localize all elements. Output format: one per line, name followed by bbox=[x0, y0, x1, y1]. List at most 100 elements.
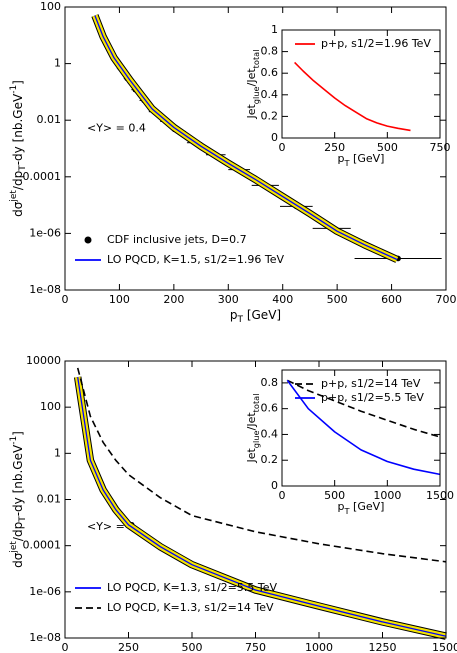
legend-label: LO PQCD, K=1.3, s1/2=14 TeV bbox=[107, 601, 274, 614]
curve bbox=[77, 377, 447, 637]
plot-frame bbox=[64, 6, 447, 291]
y-tick-label: 0.6 bbox=[261, 66, 279, 79]
x-tick-label: 500 bbox=[182, 641, 203, 653]
x-tick-label: 1500 bbox=[432, 641, 457, 653]
label-part: -1 bbox=[9, 85, 19, 94]
legend-label: LO PQCD, K=1.5, s1/2=1.96 TeV bbox=[107, 253, 285, 266]
axis-label: dσjet/dpT-dy [nb.GeV-1] bbox=[9, 80, 28, 217]
axis-label: Jetglue/Jettotal bbox=[245, 49, 261, 119]
legend-label: LO PQCD, K=1.3, s1/2=5.5 TeV bbox=[107, 581, 278, 594]
legend-marker bbox=[84, 236, 92, 244]
y-tick-label: 1 bbox=[271, 23, 278, 36]
x-tick-label: 250 bbox=[118, 641, 139, 653]
y-tick-label: 1e-06 bbox=[29, 585, 61, 598]
inset-background bbox=[282, 370, 440, 486]
y-tick-label: 10000 bbox=[26, 354, 61, 367]
y-tick-label: 0.2 bbox=[261, 109, 279, 122]
x-tick-label: 750 bbox=[245, 641, 266, 653]
label-part: T bbox=[344, 506, 351, 516]
x-tick-label: 300 bbox=[218, 293, 239, 306]
x-tick-label: 0 bbox=[279, 141, 286, 154]
curve bbox=[94, 15, 398, 261]
y-tick-label: 0.01 bbox=[37, 113, 62, 126]
x-tick-label: 750 bbox=[430, 141, 451, 154]
x-tick-label: 100 bbox=[109, 293, 130, 306]
legend-label: p+p, s1/2=5.5 TeV bbox=[321, 391, 424, 404]
y-tick-label: 0.0001 bbox=[23, 170, 62, 183]
label-part: total bbox=[251, 49, 261, 68]
axis-label: Jetglue/Jettotal bbox=[245, 393, 261, 463]
y-tick-label: 0.2 bbox=[261, 453, 279, 466]
label-part: ] bbox=[11, 80, 25, 85]
y-tick-label: 0.4 bbox=[261, 427, 279, 440]
legend-label: CDF inclusive jets, D=0.7 bbox=[107, 233, 247, 246]
label-part: p bbox=[338, 500, 345, 513]
x-tick-label: 1000 bbox=[305, 641, 333, 653]
label-part: -dy [nb.GeV bbox=[11, 93, 25, 165]
x-tick-label: 250 bbox=[324, 141, 345, 154]
label-part: T bbox=[237, 315, 244, 325]
label-part: p bbox=[338, 152, 345, 165]
y-tick-label: 1 bbox=[54, 57, 61, 70]
x-tick-label: 500 bbox=[324, 489, 345, 502]
label-part: -dy [nb.GeV bbox=[11, 444, 25, 516]
y-tick-label: 0.4 bbox=[261, 88, 279, 101]
y-tick-label: 0.0001 bbox=[23, 539, 62, 552]
y-tick-label: 1e-06 bbox=[29, 226, 61, 239]
curve bbox=[76, 367, 447, 563]
label-part: T bbox=[18, 516, 28, 523]
label-part: T bbox=[344, 158, 351, 168]
y-tick-label: 0.8 bbox=[261, 376, 279, 389]
curve bbox=[286, 379, 441, 438]
x-tick-label: 200 bbox=[163, 293, 184, 306]
label-part: glue bbox=[251, 430, 261, 448]
y-tick-label: 0.01 bbox=[37, 493, 62, 506]
plot-frame bbox=[281, 29, 441, 139]
label-part: [GeV] bbox=[243, 308, 281, 322]
x-tick-label: 1250 bbox=[369, 641, 397, 653]
label-part: [GeV] bbox=[350, 500, 385, 513]
x-tick-label: 0 bbox=[62, 293, 69, 306]
curve bbox=[286, 379, 441, 476]
axis-label: pT [GeV] bbox=[338, 152, 385, 168]
label-part: -1 bbox=[9, 436, 19, 445]
label-part: p bbox=[230, 308, 238, 322]
x-tick-label: 0 bbox=[279, 489, 286, 502]
y-tick-label: 100 bbox=[40, 400, 61, 413]
label-part: glue bbox=[251, 86, 261, 104]
label-part: dσ bbox=[11, 552, 25, 568]
label-part: Jet bbox=[245, 104, 258, 120]
label-part: dσ bbox=[11, 201, 25, 217]
label-part: ] bbox=[11, 431, 25, 436]
x-tick-label: 500 bbox=[327, 293, 348, 306]
curve bbox=[294, 61, 411, 132]
inset-background bbox=[282, 30, 440, 138]
legend-label: p+p, s1/2=14 TeV bbox=[321, 377, 421, 390]
label-part: Jet bbox=[245, 448, 258, 464]
y-tick-label: 0 bbox=[271, 131, 278, 144]
x-tick-label: 600 bbox=[381, 293, 402, 306]
label-part: T bbox=[18, 165, 28, 172]
y-tick-label: 0 bbox=[271, 479, 278, 492]
label-part: /Jet bbox=[245, 412, 258, 431]
x-tick-label: 0 bbox=[62, 641, 69, 653]
axis-label: dσjet/dpT-dy [nb.GeV-1] bbox=[9, 431, 28, 568]
label-part: /Jet bbox=[245, 68, 258, 87]
label-part: [GeV] bbox=[350, 152, 385, 165]
annotation: <Y> = 0.4 bbox=[87, 122, 146, 135]
label-part: total bbox=[251, 393, 261, 412]
plot-frame bbox=[64, 360, 447, 639]
axis-label: pT [GeV] bbox=[230, 308, 281, 325]
x-tick-label: 1000 bbox=[373, 489, 401, 502]
y-tick-label: 1e-08 bbox=[29, 631, 61, 644]
label-part: /dp bbox=[11, 171, 25, 190]
label-part: jet bbox=[9, 190, 19, 203]
plot-frame bbox=[281, 369, 441, 487]
label-part: jet bbox=[9, 541, 19, 554]
axis-label: pT [GeV] bbox=[338, 500, 385, 516]
label-part: /dp bbox=[11, 522, 25, 541]
x-tick-label: 400 bbox=[272, 293, 293, 306]
x-tick-label: 1500 bbox=[426, 489, 454, 502]
y-tick-label: 0.6 bbox=[261, 402, 279, 415]
